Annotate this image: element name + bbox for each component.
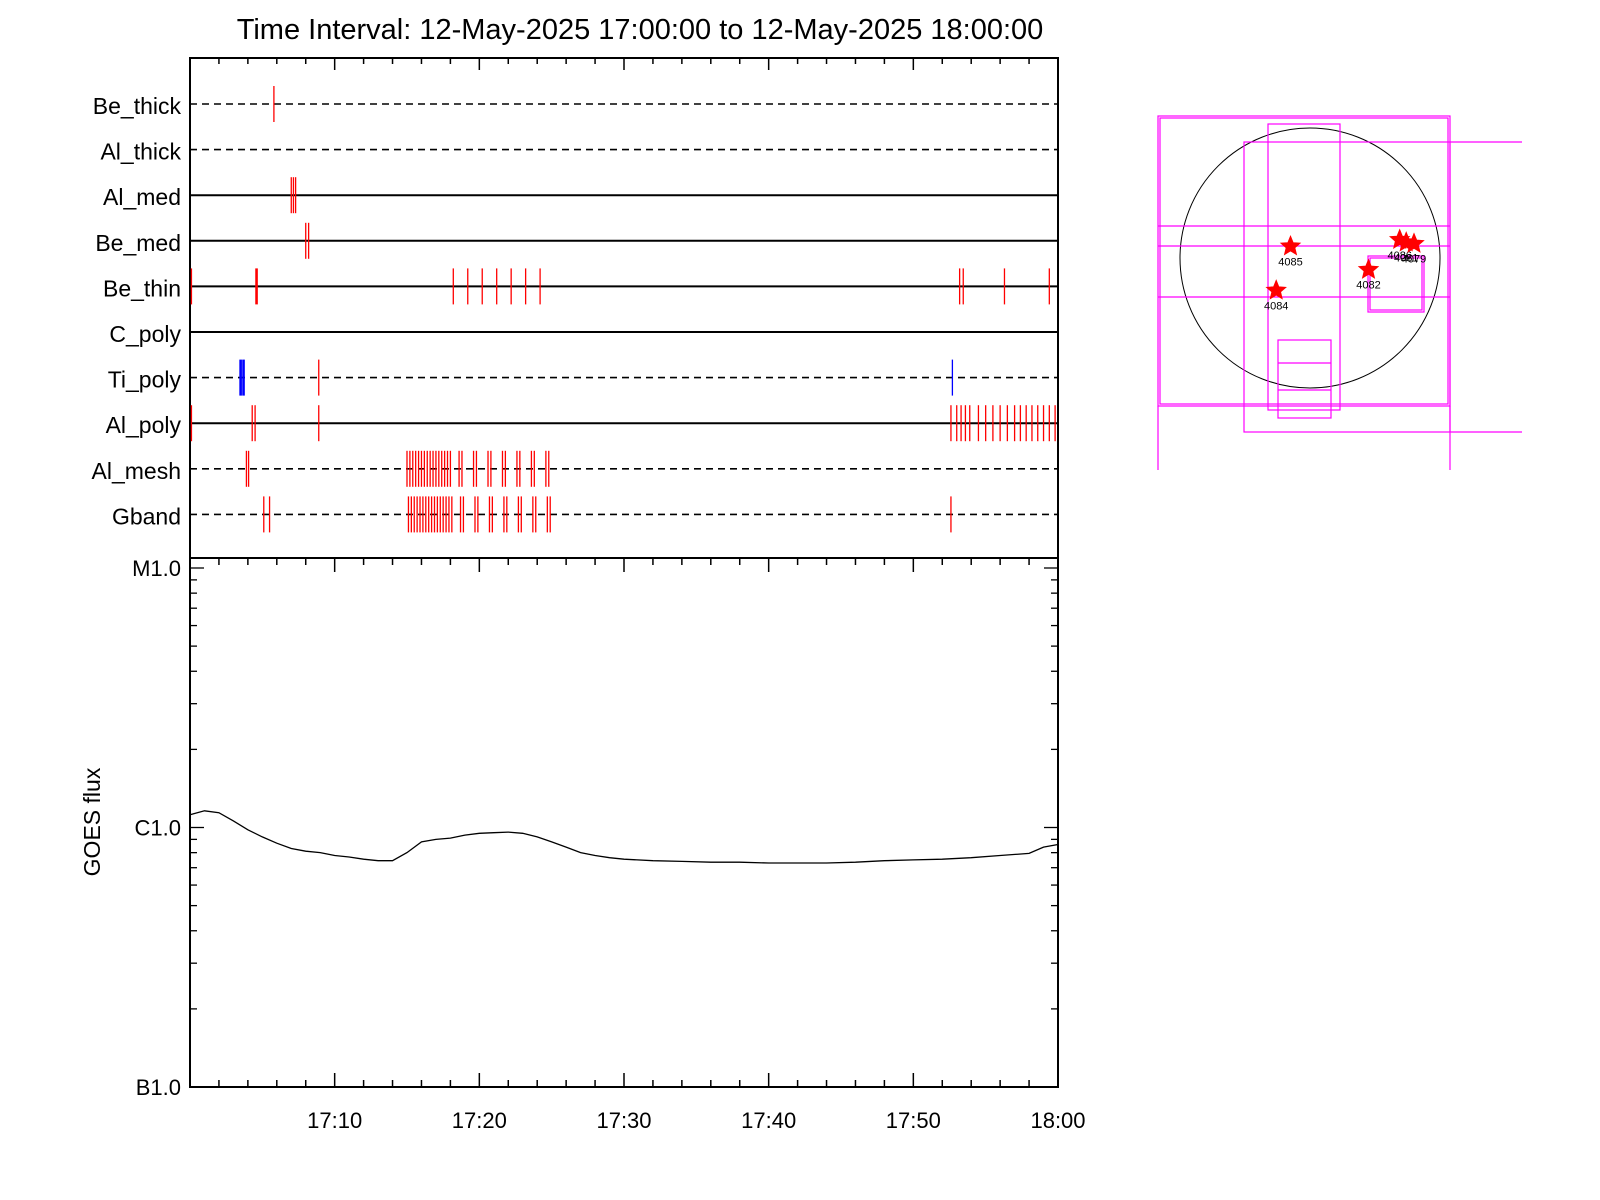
event-panel-frame [189, 57, 1059, 559]
region-label: 4079 [1402, 254, 1426, 266]
fov-box [1159, 117, 1449, 405]
channel-label: Be_med [95, 230, 181, 256]
channel-label: Al_thick [100, 139, 181, 165]
channel-label: Al_mesh [92, 458, 181, 484]
fov-box [1267, 123, 1341, 411]
x-tick-label: 17:50 [886, 1108, 941, 1133]
fov-box [1277, 339, 1332, 419]
region-star-icon [1265, 279, 1287, 300]
fov-box [1243, 141, 1451, 433]
fov-box [1367, 255, 1425, 313]
channel-label: Al_poly [106, 412, 182, 438]
region-star-icon [1357, 258, 1380, 279]
y-axis-label: GOES flux [79, 767, 105, 876]
channel-label: Be_thick [93, 93, 182, 119]
region-star-icon [1403, 232, 1425, 253]
x-tick-label: 18:00 [1030, 1108, 1085, 1133]
channel-label: C_poly [109, 321, 181, 347]
region-label: 4084 [1264, 301, 1288, 313]
goes-panel-frame [189, 557, 1059, 1088]
x-tick-label: 17:30 [596, 1108, 651, 1133]
x-tick-label: 17:40 [741, 1108, 796, 1133]
chart-title: Time Interval: 12-May-2025 17:00:00 to 1… [236, 14, 1044, 46]
channel-label: Be_thin [103, 275, 181, 301]
x-tick-label: 17:20 [452, 1108, 507, 1133]
y-tick-label: B1.0 [136, 1075, 181, 1100]
region-label: 4086 [1387, 250, 1411, 262]
region-label: 4081 [1394, 252, 1418, 264]
region-label: 4085 [1278, 256, 1302, 268]
y-tick-label: C1.0 [135, 816, 181, 841]
solar-disk-circle [1179, 127, 1441, 389]
region-label: 4082 [1356, 280, 1380, 292]
channel-label: Gband [112, 503, 181, 529]
y-tick-label: M1.0 [132, 556, 181, 581]
channel-label: Al_med [103, 184, 181, 210]
channel-label: Ti_poly [108, 367, 182, 393]
region-star-icon [1279, 234, 1302, 256]
fov-box [1369, 257, 1423, 311]
x-tick-label: 17:10 [307, 1108, 362, 1133]
goes-flux-line [189, 810, 1059, 864]
